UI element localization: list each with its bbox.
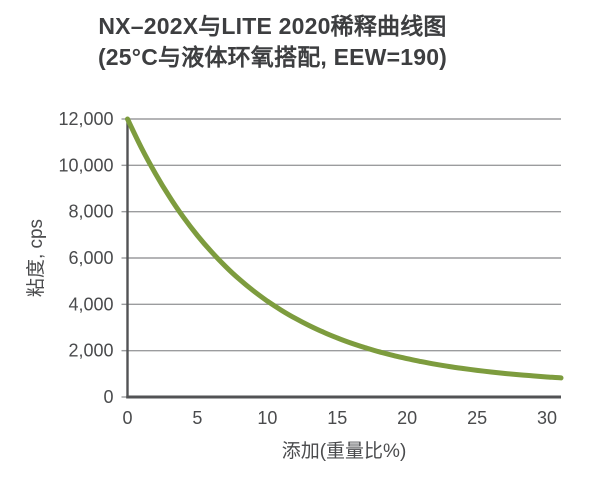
dilution-curve-line bbox=[125, 116, 564, 381]
x-tick-label: 15 bbox=[327, 408, 347, 428]
y-axis-label: 粘度, cps bbox=[25, 219, 47, 297]
chart-title: NX–202X与LITE 2020稀释曲线图 (25°C与液体环氧搭配, EEW… bbox=[0, 11, 545, 73]
y-tick-label: 6,000 bbox=[68, 248, 113, 268]
x-tick-label: 10 bbox=[257, 408, 277, 428]
x-tick-label: 5 bbox=[192, 408, 202, 428]
x-axis-tick-labels: 0 5 10 15 20 25 30 bbox=[122, 408, 557, 428]
y-tick-label: 12,000 bbox=[58, 109, 113, 129]
chart-title-line1: NX–202X与LITE 2020稀释曲线图 bbox=[98, 13, 447, 39]
gridlines bbox=[127, 118, 561, 352]
x-axis-label: 添加(重量比%) bbox=[282, 440, 407, 462]
y-tick-label: 8,000 bbox=[68, 202, 113, 222]
axes bbox=[126, 118, 561, 399]
y-tick-label: 2,000 bbox=[68, 341, 113, 361]
x-tick-label: 20 bbox=[397, 408, 417, 428]
y-tick-label: 0 bbox=[103, 387, 113, 407]
y-tick-label: 4,000 bbox=[68, 294, 113, 314]
y-axis-tick-labels: 0 2,000 4,000 6,000 8,000 10,000 12,000 bbox=[58, 109, 113, 407]
chart-title-line2: (25°C与液体环氧搭配, EEW=190) bbox=[97, 44, 448, 70]
y-tick-label: 10,000 bbox=[58, 155, 113, 175]
x-tick-label: 0 bbox=[122, 408, 132, 428]
x-tick-label: 25 bbox=[467, 408, 487, 428]
x-tick-label: 30 bbox=[537, 408, 557, 428]
